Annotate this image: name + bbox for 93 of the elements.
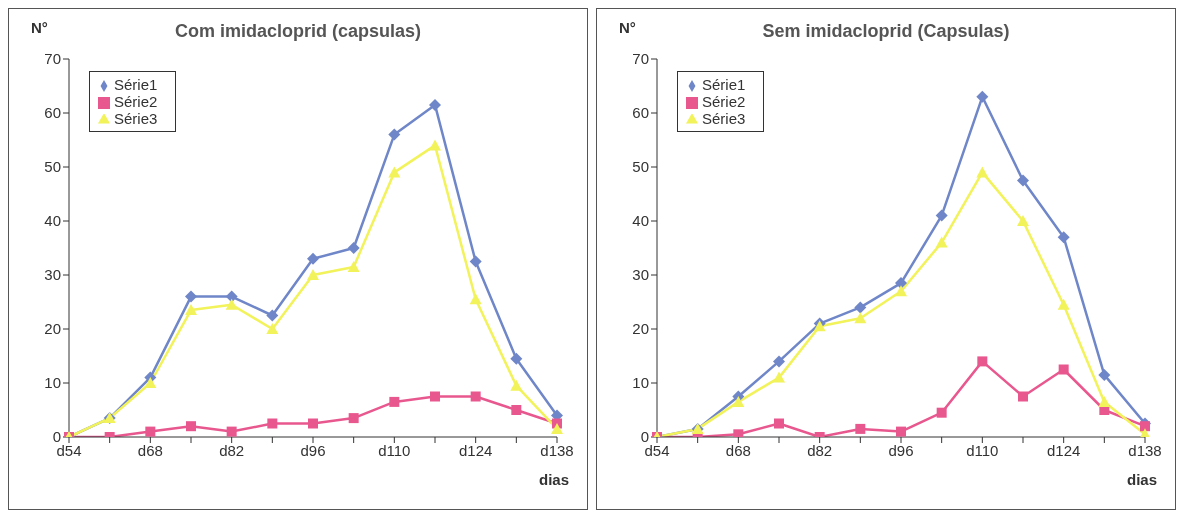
point [469, 255, 482, 268]
chart-title: Com imidacloprid (capsulas) [174, 21, 422, 41]
point [510, 379, 523, 391]
legend-label: Série3 [114, 110, 158, 127]
legend-label: Série1 [702, 76, 746, 93]
x-tick-label: d110 [966, 441, 999, 459]
x-tick-label: d138 [540, 441, 574, 459]
x-tick-label: d82 [219, 441, 245, 459]
y-tick-label: 20 [632, 320, 649, 338]
point [1098, 368, 1111, 381]
y-tick-label: 60 [44, 104, 61, 122]
point [430, 391, 440, 402]
x-tick-label: d124 [1046, 441, 1081, 459]
legend-label: Série2 [702, 93, 746, 110]
point [936, 407, 947, 418]
x-axis-title: dias [538, 471, 569, 488]
point [185, 290, 197, 303]
point [976, 90, 989, 103]
point [1017, 174, 1029, 187]
y-tick-label: 40 [632, 212, 649, 230]
point [1098, 395, 1111, 407]
point [266, 309, 279, 322]
y-tick-label: 50 [632, 158, 649, 176]
point [186, 421, 196, 432]
y-tick-label: 20 [44, 320, 61, 338]
point [935, 209, 948, 222]
point [774, 418, 784, 429]
y-axis-title: N° [619, 19, 636, 36]
x-tick-label: d82 [807, 441, 833, 459]
y-tick-label: 70 [632, 50, 649, 68]
point [225, 298, 238, 310]
y-tick-label: 40 [44, 212, 61, 230]
point [469, 293, 482, 305]
x-tick-label: d68 [137, 441, 163, 459]
point [510, 352, 523, 365]
y-tick-label: 70 [44, 50, 61, 68]
x-axis-title: dias [1126, 471, 1157, 488]
point [1018, 391, 1028, 402]
y-tick-label: 10 [44, 374, 61, 392]
y-tick-label: 30 [44, 266, 61, 284]
point [347, 242, 360, 254]
point [225, 290, 238, 303]
point [429, 98, 441, 111]
point [854, 301, 867, 314]
point [144, 377, 157, 388]
chart-title: Sem imidacloprid (Capsulas) [762, 21, 1010, 41]
y-axis-title: N° [31, 19, 48, 36]
point [895, 285, 907, 297]
point [1140, 421, 1150, 432]
x-tick-label: d138 [1128, 441, 1162, 459]
point [977, 356, 988, 367]
x-tick-label: d124 [458, 441, 493, 459]
point [733, 429, 744, 437]
legend-label: Série1 [114, 76, 158, 93]
point [773, 355, 785, 368]
point [226, 426, 237, 437]
point [1057, 231, 1070, 244]
x-tick-label: d110 [378, 441, 411, 459]
y-tick-label: 50 [44, 158, 61, 176]
point [511, 405, 522, 415]
point [308, 418, 318, 429]
point [976, 166, 989, 178]
point [470, 391, 481, 402]
legend-label: Série2 [114, 93, 158, 110]
point [1017, 215, 1029, 226]
point [896, 426, 906, 437]
point [145, 426, 156, 437]
point [389, 396, 400, 407]
point [267, 418, 278, 429]
point [388, 128, 401, 141]
point [429, 139, 441, 151]
point [348, 413, 359, 424]
y-tick-label: 10 [632, 374, 649, 392]
x-tick-label: d68 [725, 441, 751, 459]
point [732, 395, 745, 407]
point [185, 304, 197, 316]
point [266, 323, 279, 334]
y-tick-label: 60 [632, 104, 649, 122]
point [855, 423, 866, 434]
point [307, 269, 319, 280]
point [773, 371, 785, 383]
point [854, 312, 867, 324]
legend-label: Série3 [702, 110, 746, 127]
x-tick-label: d96 [300, 441, 326, 459]
x-tick-label: d96 [888, 441, 914, 459]
point [388, 166, 401, 178]
point [935, 236, 948, 248]
point [307, 252, 319, 265]
point [1057, 298, 1070, 310]
point [1058, 364, 1069, 375]
point [347, 260, 360, 272]
point [551, 422, 563, 434]
y-tick-label: 30 [632, 266, 649, 284]
